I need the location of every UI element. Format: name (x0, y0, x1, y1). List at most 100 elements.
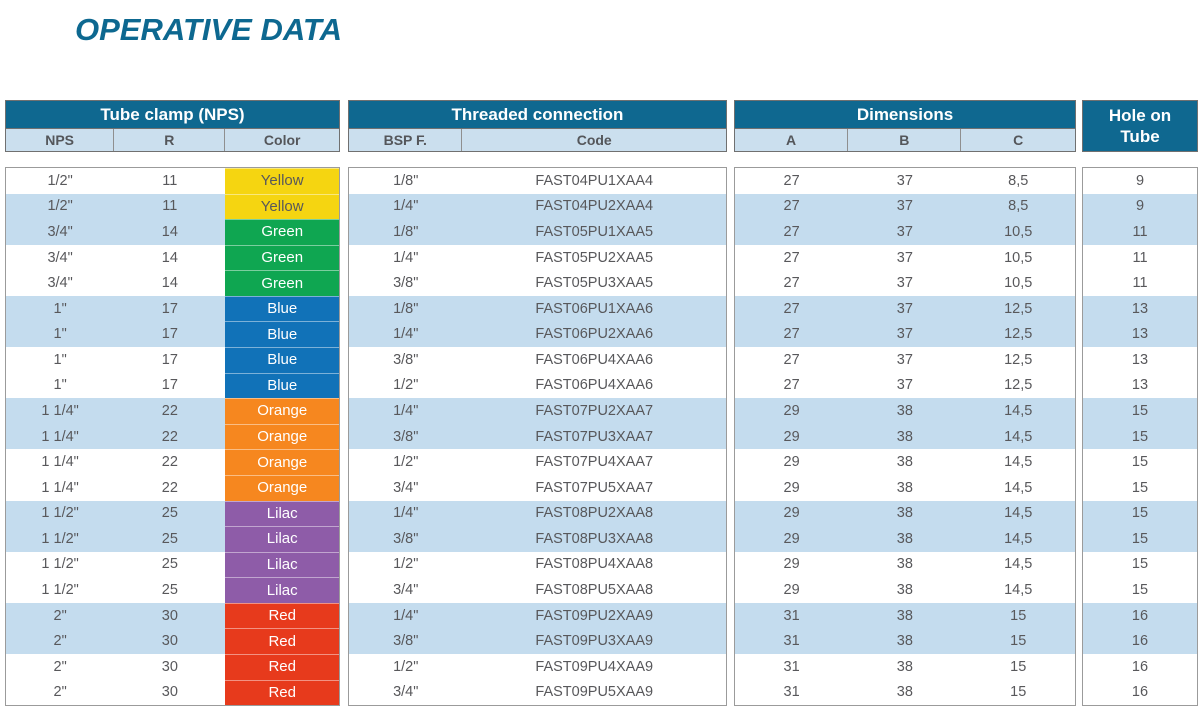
table-row: 1/2" FAST06PU4XAA6 (349, 373, 726, 399)
a-cell: 31 (783, 684, 800, 701)
table-row: 3/8" FAST06PU4XAA6 (349, 347, 726, 373)
color-chip: Lilac (225, 551, 339, 578)
code-cell: FAST08PU4XAA8 (535, 556, 654, 573)
c-cell: 14,5 (1004, 556, 1033, 573)
bspf-cell: 1/4" (393, 198, 419, 215)
r-cell: 11 (162, 172, 178, 189)
b-cell: 38 (896, 530, 913, 547)
table-row: 1/2" FAST07PU4XAA7 (349, 449, 726, 475)
nps-cell: 1/2" (47, 198, 73, 215)
bspf-cell: 1/4" (393, 607, 419, 624)
nps-cell: 1" (53, 300, 67, 317)
table-row: 1" 17 Blue (6, 295, 339, 322)
c-cell: 14,5 (1004, 402, 1033, 419)
r-cell: 14 (161, 249, 178, 266)
color-chip: Green (225, 244, 339, 271)
r-cell: 22 (161, 428, 178, 445)
table-row: 1 1/2" 25 Lilac (6, 551, 339, 578)
hole-cell: 11 (1132, 223, 1148, 240)
nps-cell: 1" (53, 326, 67, 343)
table-row: 29 38 14,5 (735, 577, 1075, 603)
nps-cell: 2" (53, 684, 67, 701)
tube-clamp-body: 1/2" 11 Yellow 1/2" 11 Yellow 3/4" 14 Green 3/4" 1… (5, 167, 340, 706)
table-row: 31 38 15 (735, 680, 1075, 706)
code-cell: FAST09PU2XAA9 (535, 607, 654, 624)
a-cell: 27 (783, 172, 800, 189)
color-chip: Red (225, 628, 339, 654)
bspf-cell: 3/8" (393, 351, 419, 368)
r-cell: 30 (161, 607, 178, 624)
a-cell: 27 (783, 377, 800, 394)
code-cell: FAST04PU2XAA4 (535, 198, 654, 215)
c-cell: 14,5 (1004, 479, 1033, 496)
dimensions-header: Dimensions A B C (734, 100, 1076, 152)
threaded-connection-body: 1/8" FAST04PU1XAA4 1/4" FAST04PU2XAA4 1/8" FA… (348, 167, 727, 706)
table-row: 1/4" FAST07PU2XAA7 (349, 398, 726, 424)
nps-cell: 1" (53, 351, 67, 368)
bspf-cell: 3/4" (393, 684, 419, 701)
hole-cell: 9 (1135, 198, 1145, 215)
a-cell: 27 (783, 275, 800, 292)
r-cell: 25 (161, 556, 178, 573)
table-row: 9 (1083, 168, 1197, 194)
code-cell: FAST06PU1XAA6 (535, 300, 654, 317)
c-cell: 15 (1010, 607, 1027, 624)
b-cell: 37 (896, 351, 913, 368)
r-cell: 14 (161, 275, 178, 292)
bspf-cell: 3/4" (393, 582, 419, 599)
table-row: 11 (1083, 245, 1197, 271)
a-cell: 27 (783, 300, 800, 317)
code-cell: FAST07PU3XAA7 (535, 428, 654, 445)
code-cell: FAST09PU3XAA9 (535, 633, 654, 650)
nps-cell: 1 1/4" (41, 402, 79, 419)
r-cell: 17 (161, 326, 178, 343)
a-cell: 29 (783, 556, 800, 573)
table-row: 1 1/2" 25 Lilac (6, 500, 339, 527)
b-cell: 37 (896, 198, 913, 215)
table-row: 2" 30 Red (6, 653, 339, 680)
hole-cell: 16 (1131, 684, 1149, 701)
nps-cell: 3/4" (47, 223, 73, 240)
r-cell: 14 (161, 223, 178, 240)
code-cell: FAST06PU4XAA6 (535, 377, 654, 394)
table-row: 15 (1083, 423, 1197, 450)
table-row: 27 37 12,5 (735, 321, 1075, 348)
code-cell: FAST05PU3XAA5 (535, 275, 654, 292)
column-header-bspf: BSP F. (349, 129, 463, 151)
c-cell: 10,5 (1004, 223, 1033, 240)
c-cell: 12,5 (1004, 351, 1033, 368)
nps-cell: 2" (53, 633, 67, 650)
table-row: 1/2" FAST09PU4XAA9 (349, 654, 726, 680)
hole-on-tube-table: Hole on Tube 9 9 11 11 11 13 13 13 13 15 15 15 15 15 1… (1082, 100, 1198, 706)
c-cell: 8,5 (1008, 172, 1029, 189)
code-cell: FAST04PU1XAA4 (535, 172, 654, 189)
b-cell: 37 (896, 300, 913, 317)
color-chip: Lilac (225, 500, 339, 527)
code-cell: FAST08PU5XAA8 (535, 582, 654, 599)
color-chip: Yellow (225, 193, 339, 220)
c-cell: 15 (1010, 633, 1027, 650)
table-row: 1" 17 Blue (6, 372, 339, 399)
nps-cell: 1 1/2" (41, 582, 79, 599)
hole-cell: 15 (1131, 454, 1149, 471)
hole-cell: 15 (1131, 556, 1149, 573)
b-cell: 38 (896, 582, 913, 599)
column-header-nps: NPS (6, 129, 115, 151)
bspf-cell: 3/8" (393, 633, 419, 650)
b-cell: 37 (896, 223, 913, 240)
a-cell: 29 (783, 530, 800, 547)
r-cell: 22 (161, 454, 178, 471)
b-cell: 37 (896, 377, 913, 394)
table-row: 16 (1083, 654, 1197, 680)
table-row: 29 38 14,5 (735, 500, 1075, 527)
table-row: 11 (1083, 270, 1197, 296)
table-row: 1 1/2" 25 Lilac (6, 526, 339, 552)
hole-on-tube-header: Hole on Tube (1082, 100, 1198, 152)
table-row: 1 1/4" 22 Orange (6, 423, 339, 450)
bspf-cell: 1/2" (393, 377, 419, 394)
a-cell: 27 (783, 326, 800, 343)
b-cell: 38 (896, 556, 913, 573)
b-cell: 38 (896, 454, 913, 471)
table-row: 1 1/2" 25 Lilac (6, 577, 339, 603)
a-cell: 29 (783, 505, 800, 522)
